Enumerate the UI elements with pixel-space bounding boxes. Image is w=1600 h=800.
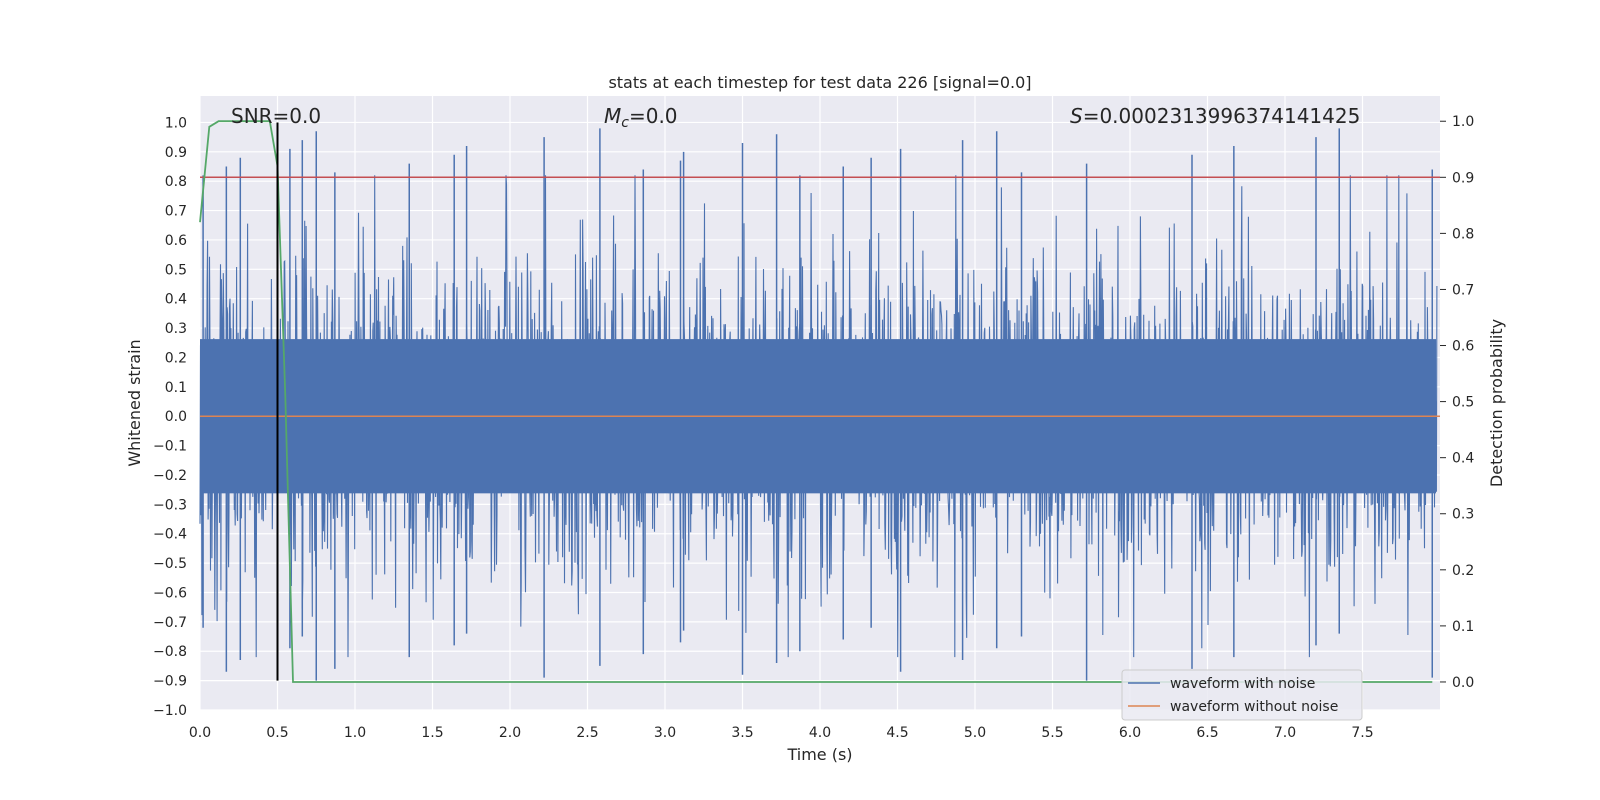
- legend-label-noise: waveform with noise: [1170, 676, 1315, 692]
- x-tick-label: 2.0: [499, 725, 521, 741]
- y2-tick-label: 0.9: [1452, 170, 1474, 186]
- x-tick-label: 4.5: [886, 725, 908, 741]
- score-annotation: S=0.0002313996374141425: [1070, 104, 1360, 128]
- y-tick-label: −0.2: [153, 468, 187, 484]
- y-tick-label: 0.8: [165, 174, 187, 190]
- y2-tick-label: 0.1: [1452, 619, 1474, 635]
- y2-tick-label: 0.5: [1452, 395, 1474, 411]
- y-tick-label: 0.6: [165, 233, 187, 249]
- snr-annotation: SNR=0.0: [231, 104, 321, 128]
- legend: waveform with noise waveform without noi…: [1121, 669, 1363, 721]
- x-tick-label: 6.5: [1196, 725, 1218, 741]
- y-tick-label: −0.8: [153, 644, 187, 660]
- y-tick-label: 0.4: [165, 292, 187, 308]
- y-tick-label: 0.0: [165, 409, 187, 425]
- y-tick-label: 0.7: [165, 204, 187, 220]
- y-tick-label: 0.9: [165, 145, 187, 161]
- x-tick-label: 2.5: [576, 725, 598, 741]
- y-tick-label: −0.7: [153, 615, 187, 631]
- x-tick-label: 1.0: [344, 725, 366, 741]
- y2-tick-label: 1.0: [1452, 114, 1474, 130]
- y2-axis-label: Detection probability: [1487, 319, 1506, 487]
- y-tick-label: 0.3: [165, 321, 187, 337]
- y-tick-label: −0.1: [153, 439, 187, 455]
- legend-label-clean: waveform without noise: [1170, 699, 1338, 715]
- chirp-mass-annotation: Mc=0.0: [604, 104, 678, 131]
- tick-labels: 0.0 0.5 1.0 1.5 2.0 2.5 3.0 3.5 4.0 4.5 5.0 5.5 6.0 6…: [153, 114, 1474, 741]
- y2-tick-label: 0.2: [1452, 563, 1474, 579]
- y-tick-label: 1.0: [165, 115, 187, 131]
- chart-title: stats at each timestep for test data 226…: [608, 73, 1031, 92]
- legend-box: [1121, 669, 1363, 721]
- y2-tick-label: 0.8: [1452, 226, 1474, 242]
- x-tick-label: 7.0: [1274, 725, 1296, 741]
- y-tick-label: −0.3: [153, 497, 187, 513]
- y2-tick-label: 0.4: [1452, 451, 1474, 467]
- x-tick-label: 3.5: [731, 725, 753, 741]
- y-tick-label: −0.5: [153, 556, 187, 572]
- y-tick-label: −0.9: [153, 674, 187, 690]
- x-tick-label: 1.5: [421, 725, 443, 741]
- y2-tick-label: 0.3: [1452, 507, 1474, 523]
- x-tick-label: 0.5: [266, 725, 288, 741]
- x-tick-label: 5.5: [1041, 725, 1063, 741]
- y-tick-label: −0.6: [153, 585, 187, 601]
- y-tick-label: −1.0: [153, 703, 187, 719]
- x-tick-label: 6.0: [1119, 725, 1141, 741]
- y-tick-label: −0.4: [153, 527, 187, 543]
- y2-tick-label: 0.0: [1452, 675, 1474, 691]
- y-axis-label: Whitened strain: [125, 339, 144, 466]
- x-tick-label: 0.0: [189, 725, 211, 741]
- y-tick-label: 0.1: [165, 380, 187, 396]
- x-tick-label: 4.0: [809, 725, 831, 741]
- series-overlays: [199, 120, 1440, 683]
- y-tick-label: 0.2: [165, 350, 187, 366]
- x-tick-label: 3.0: [654, 725, 676, 741]
- x-axis-label: Time (s): [786, 745, 852, 764]
- y2-tick-label: 0.7: [1452, 282, 1474, 298]
- y2-tick-label: 0.6: [1452, 339, 1474, 355]
- x-tick-label: 5.0: [964, 725, 986, 741]
- y-tick-label: 0.5: [165, 262, 187, 278]
- x-tick-label: 7.5: [1351, 725, 1373, 741]
- detection-probability-curve: [199, 120, 1433, 683]
